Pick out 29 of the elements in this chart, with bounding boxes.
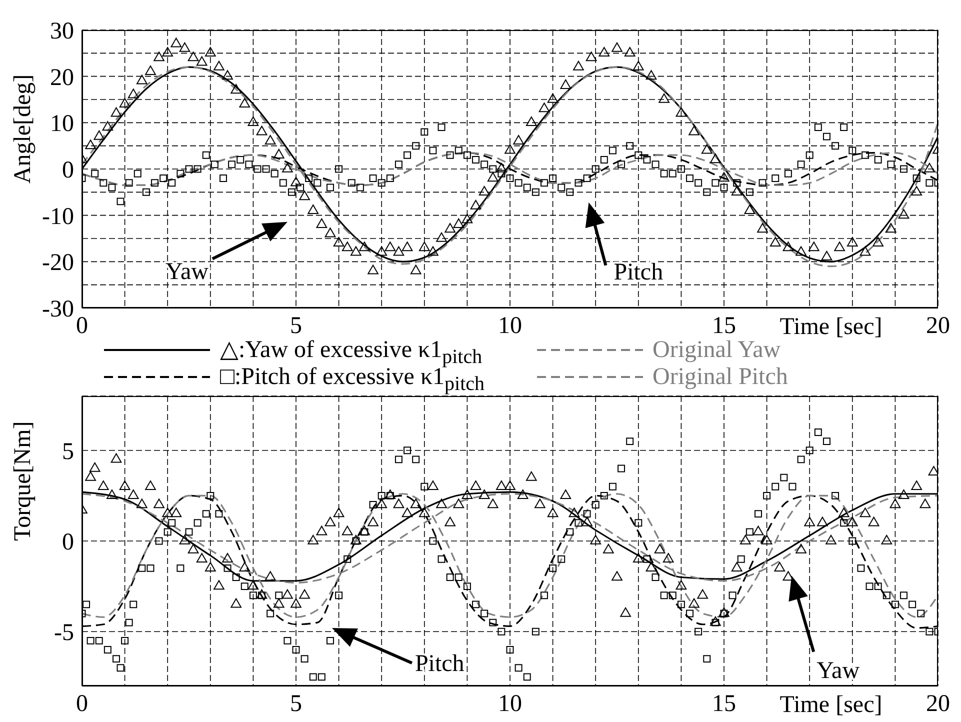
annotation: Pitch bbox=[414, 651, 464, 677]
x-tick-label: 15 bbox=[712, 313, 736, 340]
y-axis-title: Torque[Nm] bbox=[10, 421, 36, 541]
y-tick-label: 30 bbox=[50, 18, 74, 45]
y-tick-label: 0 bbox=[62, 530, 74, 556]
y-tick-label: 20 bbox=[50, 64, 74, 91]
legend-label: Original Yaw bbox=[652, 337, 781, 363]
annotation: Yaw bbox=[816, 658, 860, 684]
y-tick-label: -20 bbox=[42, 250, 74, 276]
y-tick-label: 5 bbox=[62, 438, 74, 465]
y-tick-label: -10 bbox=[42, 204, 74, 230]
x-tick-label: 10 bbox=[498, 691, 522, 718]
legend-label: △:Yaw of excessive κ1$_{pitch}$ bbox=[220, 337, 482, 368]
legend-label: Original Pitch bbox=[652, 364, 788, 390]
y-tick-label: -30 bbox=[42, 296, 74, 323]
x-axis-title: Time [sec] bbox=[780, 314, 882, 340]
y-tick-label: 10 bbox=[50, 111, 74, 138]
x-tick-label: 15 bbox=[712, 691, 736, 718]
annotation: Pitch bbox=[614, 259, 664, 286]
x-tick-label: 10 bbox=[498, 313, 522, 340]
y-tick-label: -5 bbox=[54, 620, 74, 646]
annotation: Yaw bbox=[166, 258, 210, 285]
y-axis-title: Angle[deg] bbox=[10, 74, 36, 184]
y-tick-label: 0 bbox=[62, 158, 74, 184]
x-tick-label: 5 bbox=[290, 691, 302, 718]
x-tick-label: 5 bbox=[290, 313, 302, 340]
x-tick-label: 20 bbox=[926, 313, 950, 340]
x-tick-label: 20 bbox=[926, 691, 950, 718]
x-axis-title: Time [sec] bbox=[780, 692, 882, 718]
